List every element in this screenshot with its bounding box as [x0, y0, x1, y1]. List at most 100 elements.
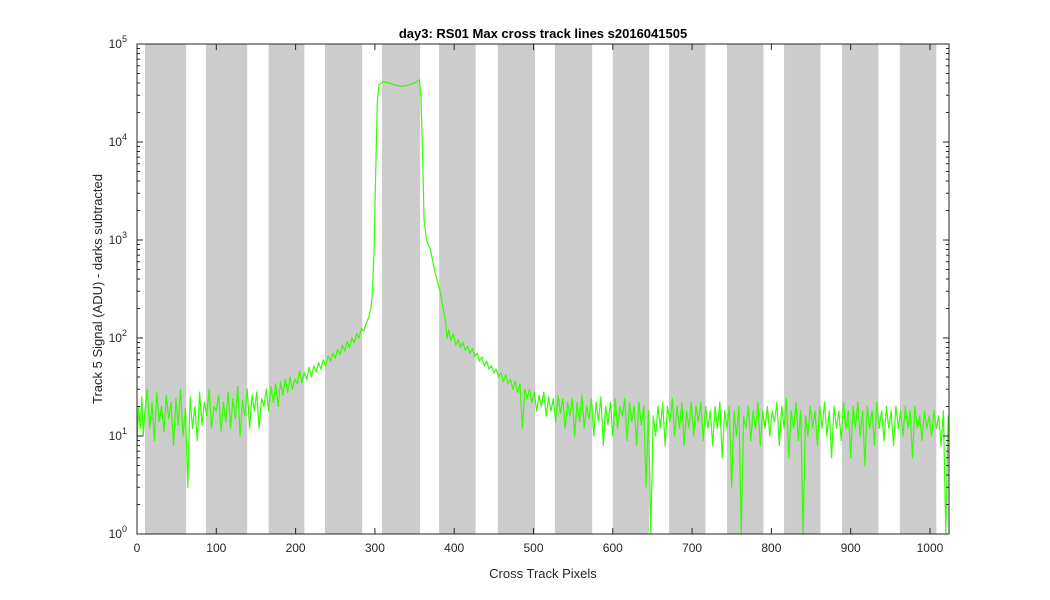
data-point: [194, 405, 196, 408]
data-point: [873, 444, 876, 447]
data-point: [835, 427, 838, 429]
data-point: [745, 427, 747, 429]
data-point: [628, 401, 631, 403]
x-tick-label: 600: [603, 541, 623, 555]
data-point: [569, 415, 571, 417]
data-point: [509, 378, 512, 380]
data-point: [284, 378, 286, 380]
data-point: [455, 344, 457, 346]
data-point: [731, 486, 733, 488]
data-point: [206, 415, 208, 417]
data-point: [268, 410, 270, 412]
data-point: [187, 486, 189, 488]
data-point: [909, 410, 911, 412]
data-point: [479, 360, 481, 362]
data-point: [750, 439, 752, 442]
data-point: [588, 418, 590, 420]
data-point: [890, 410, 892, 412]
data-point: [597, 421, 600, 423]
data-point: [671, 398, 673, 400]
data-point: [378, 84, 380, 86]
data-point: [201, 424, 203, 426]
data-point: [552, 398, 554, 400]
data-point: [249, 427, 251, 429]
shaded-band: [439, 44, 476, 534]
data-point: [942, 410, 945, 412]
data-point: [407, 84, 409, 86]
data-point: [208, 388, 210, 390]
data-point: [388, 82, 390, 84]
data-point: [151, 401, 153, 403]
data-point: [876, 401, 878, 403]
data-point: [593, 435, 595, 437]
data-point: [838, 410, 840, 412]
data-point: [459, 346, 462, 349]
data-point: [308, 366, 310, 369]
data-point: [705, 405, 707, 408]
data-point: [199, 391, 201, 393]
data-point: [313, 365, 315, 367]
data-point: [900, 410, 902, 412]
data-point: [555, 421, 557, 423]
data-point: [279, 380, 282, 383]
data-point: [260, 398, 263, 400]
data-point: [814, 410, 816, 412]
data-point: [401, 85, 403, 87]
data-point: [850, 457, 852, 459]
data-point: [450, 339, 452, 341]
data-point: [847, 410, 849, 412]
data-point: [676, 405, 678, 408]
data-point: [766, 405, 769, 408]
data-point: [695, 405, 697, 408]
y-tick-label: 103: [109, 230, 127, 247]
data-point: [358, 337, 360, 339]
data-point: [548, 396, 550, 398]
data-point: [218, 394, 220, 396]
shaded-band: [268, 44, 305, 534]
data-point: [685, 410, 688, 412]
data-point: [866, 405, 868, 408]
data-point: [559, 412, 562, 414]
data-point: [446, 337, 448, 339]
data-point: [540, 405, 543, 408]
data-point: [914, 405, 916, 408]
data-point: [251, 394, 253, 396]
data-point: [149, 427, 151, 429]
data-point: [666, 405, 669, 408]
data-point: [938, 415, 940, 417]
y-tick-label: 104: [109, 132, 127, 149]
data-point: [716, 427, 719, 429]
data-point: [669, 421, 671, 423]
data-point: [165, 394, 167, 396]
data-point: [296, 383, 298, 385]
data-point: [533, 391, 535, 393]
data-point: [550, 410, 552, 412]
x-tick-label: 500: [523, 541, 543, 555]
data-point: [467, 345, 469, 347]
data-point: [337, 349, 339, 351]
data-point: [693, 435, 695, 437]
data-point: [752, 410, 754, 412]
data-point: [327, 355, 329, 357]
shaded-band: [669, 44, 706, 534]
data-point: [590, 398, 593, 400]
data-point: [230, 427, 232, 429]
data-point: [543, 391, 545, 393]
data-point: [781, 405, 783, 408]
data-point: [244, 415, 246, 417]
data-point: [657, 405, 659, 408]
data-point: [928, 415, 930, 417]
data-point: [709, 410, 711, 412]
y-tick-label: 100: [109, 524, 127, 541]
data-point: [448, 329, 450, 331]
data-point: [227, 391, 229, 393]
data-point: [797, 439, 799, 442]
data-point: [719, 401, 721, 403]
data-point: [800, 410, 802, 412]
data-point: [177, 424, 179, 426]
data-point: [239, 435, 241, 437]
data-point: [759, 444, 761, 447]
shaded-band: [382, 44, 421, 534]
shaded-band: [841, 44, 879, 534]
data-point: [678, 427, 681, 429]
